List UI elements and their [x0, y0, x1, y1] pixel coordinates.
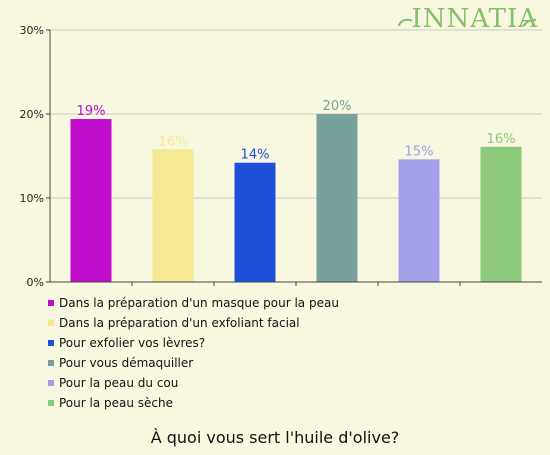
bar [398, 159, 440, 282]
legend-label: Pour vous démaquiller [59, 356, 194, 370]
legend-label: Pour exfolier vos lèvres? [59, 336, 206, 350]
legend-swatch [48, 400, 54, 406]
bar-value-label: 19% [77, 104, 106, 119]
legend-item: Pour la peau sèche [48, 393, 339, 413]
legend-item: Pour exfolier vos lèvres? [48, 333, 339, 353]
legend: Dans la préparation d'un masque pour la … [48, 293, 339, 413]
bar-value-labels: 19% 16% 14% 20% 15% 16% [77, 99, 516, 163]
bar [70, 119, 112, 282]
y-tick-label: 10% [20, 192, 44, 205]
y-tick-label: 20% [20, 108, 44, 121]
bar-value-label: 20% [323, 99, 352, 114]
legend-swatch [48, 380, 54, 386]
innatia-logo: INNATIA [411, 4, 538, 34]
legend-item: Pour la peau du cou [48, 373, 339, 393]
legend-label: Pour la peau sèche [59, 396, 173, 410]
axes: 0% 10% 20% 30% [20, 24, 542, 289]
bar-value-label: 14% [241, 148, 270, 163]
grid-lines [50, 29, 542, 199]
bar [152, 149, 194, 282]
bar-value-label: 15% [405, 144, 434, 159]
leaf-icon [522, 18, 536, 26]
legend-swatch [48, 360, 54, 366]
legend-label: Pour la peau du cou [59, 376, 179, 390]
bars [70, 114, 522, 282]
bar [234, 162, 276, 282]
chart-title: À quoi vous sert l'huile d'olive? [150, 428, 400, 447]
bar-chart: 19% 16% 14% 20% 15% 16% 0% 10% 20% 30% [20, 24, 542, 289]
y-tick-label: 0% [27, 276, 44, 289]
legend-item: Pour vous démaquiller [48, 353, 339, 373]
legend-label: Dans la préparation d'un exfoliant facia… [59, 316, 300, 330]
legend-label: Dans la préparation d'un masque pour la … [59, 296, 339, 310]
legend-item: Dans la préparation d'un exfoliant facia… [48, 313, 339, 333]
bar-value-label: 16% [487, 132, 516, 147]
legend-swatch [48, 340, 54, 346]
bar [316, 114, 358, 282]
legend-item: Dans la préparation d'un masque pour la … [48, 293, 339, 313]
leaf-icon [398, 18, 412, 26]
y-tick-label: 30% [20, 24, 44, 37]
bar-value-label: 16% [159, 134, 188, 149]
bar [480, 146, 522, 282]
legend-swatch [48, 320, 54, 326]
legend-swatch [48, 300, 54, 306]
